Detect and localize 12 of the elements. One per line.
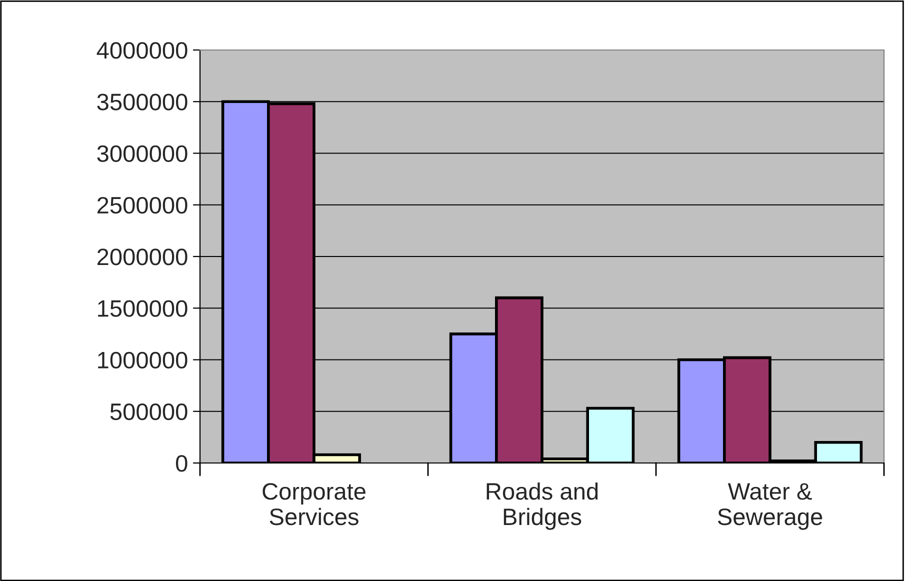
y-tick-label: 500000 — [110, 403, 188, 420]
y-tick-label: 3000000 — [97, 145, 188, 162]
y-tick-label: 3500000 — [97, 94, 188, 110]
y-tick-label: 1000000 — [98, 352, 188, 369]
x-tick-label: Roads and Bridges — [486, 482, 598, 530]
x-tick-label: Water & Sewerage — [718, 483, 822, 530]
y-tick-label: 2000000 — [97, 248, 188, 266]
y-tick-label: 2500000 — [97, 196, 188, 214]
y-tick-label: 0 — [176, 455, 188, 472]
y-tick-label: 4000000 — [96, 42, 188, 59]
x-tick-label: Corporate Services — [262, 483, 366, 526]
y-tick-label: 1500000 — [98, 300, 188, 317]
